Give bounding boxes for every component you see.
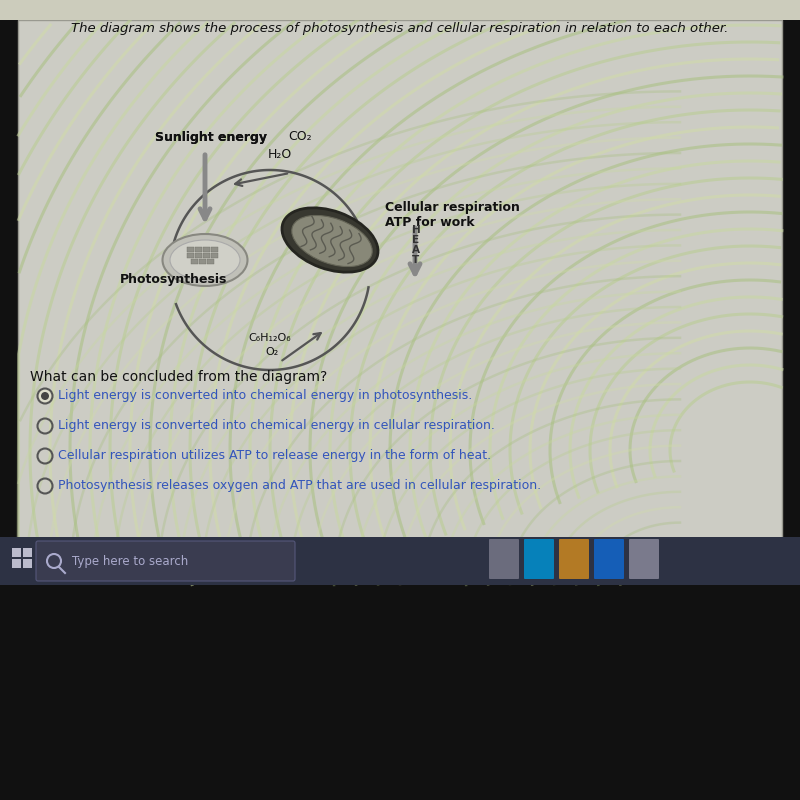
Bar [195,247,202,252]
Text: Cellular respiration: Cellular respiration [385,202,520,214]
Text: What can be concluded from the diagram?: What can be concluded from the diagram? [30,370,327,384]
Bar [12,559,21,568]
Bar [211,247,218,252]
Text: C₆H₁₂O₆: C₆H₁₂O₆ [248,333,290,343]
Bar [199,259,206,264]
Text: H: H [412,225,420,235]
Circle shape [41,392,49,400]
Text: ATP for work: ATP for work [385,217,474,230]
Bar [0,585,800,800]
Ellipse shape [170,240,240,280]
Bar [12,548,21,557]
Text: O₂: O₂ [265,347,278,357]
FancyBboxPatch shape [489,539,519,579]
Text: Light energy is converted into chemical energy in cellular respiration.: Light energy is converted into chemical … [58,419,495,433]
Text: Type here to search: Type here to search [72,554,188,567]
FancyBboxPatch shape [594,539,624,579]
Text: H₂O: H₂O [268,149,292,162]
Text: Cellular respiration utilizes ATP to release energy in the form of heat.: Cellular respiration utilizes ATP to rel… [58,450,491,462]
FancyBboxPatch shape [524,539,554,579]
Bar [0,537,800,585]
Bar [203,247,210,252]
Text: Photosynthesis: Photosynthesis [120,274,227,286]
Bar [23,559,32,568]
Bar [0,0,800,20]
Text: Photosynthesis releases oxygen and ATP that are used in cellular respiration.: Photosynthesis releases oxygen and ATP t… [58,479,541,493]
Text: The diagram shows the process of photosynthesis and cellular respiration in rela: The diagram shows the process of photosy… [71,22,729,35]
Bar [203,253,210,258]
FancyBboxPatch shape [36,541,295,581]
Ellipse shape [162,234,247,286]
Text: T: T [412,255,420,265]
Ellipse shape [282,208,378,272]
FancyBboxPatch shape [559,539,589,579]
Text: Sunlight energy: Sunlight energy [155,131,267,145]
Text: Light energy is converted into chemical energy in photosynthesis.: Light energy is converted into chemical … [58,390,472,402]
Text: Sunlight energy: Sunlight energy [155,131,267,145]
Text: A: A [412,245,420,255]
Bar [207,259,214,264]
Bar [23,548,32,557]
Text: E: E [413,235,419,245]
Circle shape [38,389,53,403]
FancyBboxPatch shape [629,539,659,579]
Bar [195,253,202,258]
Bar [211,253,218,258]
Text: CO₂: CO₂ [288,130,312,143]
Bar [191,259,198,264]
Bar [187,247,194,252]
Bar [187,253,194,258]
Ellipse shape [292,215,372,266]
Bar [18,20,782,585]
